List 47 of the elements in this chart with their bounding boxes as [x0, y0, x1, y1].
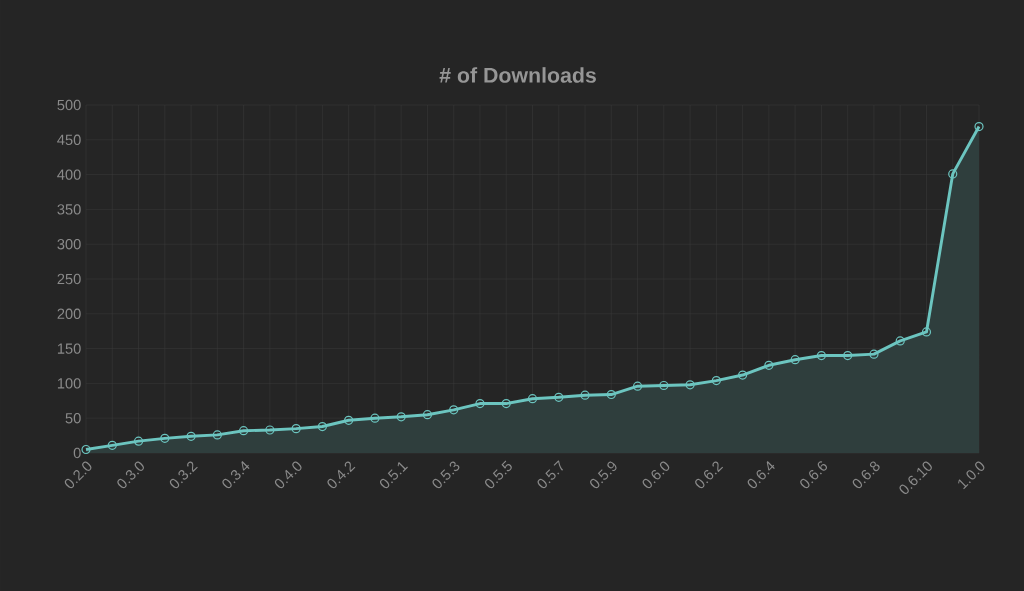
point — [790, 355, 800, 365]
point — [422, 410, 433, 420]
chart-title: # of Downloads — [439, 67, 596, 83]
y-tick-label: 400 — [57, 169, 81, 180]
point — [685, 380, 695, 390]
y-tick-label: 350 — [57, 204, 81, 215]
point — [370, 413, 380, 423]
point — [291, 424, 301, 434]
point — [580, 390, 590, 400]
point — [869, 349, 879, 359]
point — [659, 380, 669, 391]
point — [895, 336, 905, 346]
point — [265, 425, 275, 435]
point — [107, 440, 117, 450]
y-tick-label: 100 — [57, 378, 81, 389]
y-tick-label: 450 — [57, 134, 81, 145]
point — [816, 350, 827, 361]
point — [711, 376, 721, 386]
point — [921, 327, 932, 337]
point — [948, 169, 958, 179]
y-tick-label: 300 — [57, 239, 81, 250]
y-tick-label: 50 — [65, 413, 81, 424]
point — [212, 430, 222, 440]
point — [81, 444, 91, 455]
y-tick-label: 150 — [57, 343, 81, 354]
point — [606, 389, 616, 400]
point — [475, 398, 485, 409]
point — [764, 360, 774, 370]
point — [974, 121, 984, 132]
point — [160, 433, 170, 443]
y-tick-label: 250 — [57, 273, 81, 285]
point — [396, 412, 406, 422]
y-tick-label: 200 — [57, 308, 81, 319]
point — [239, 426, 249, 436]
point — [632, 381, 643, 391]
point — [843, 350, 853, 361]
point — [501, 398, 511, 409]
point — [133, 436, 144, 446]
y-tick-label: 0 — [73, 447, 81, 459]
point — [186, 431, 196, 441]
y-tick-label: 500 — [57, 99, 81, 111]
point — [527, 394, 538, 404]
point — [344, 415, 354, 425]
point — [554, 392, 564, 402]
point — [317, 421, 327, 432]
point — [738, 370, 748, 380]
point — [449, 405, 459, 415]
